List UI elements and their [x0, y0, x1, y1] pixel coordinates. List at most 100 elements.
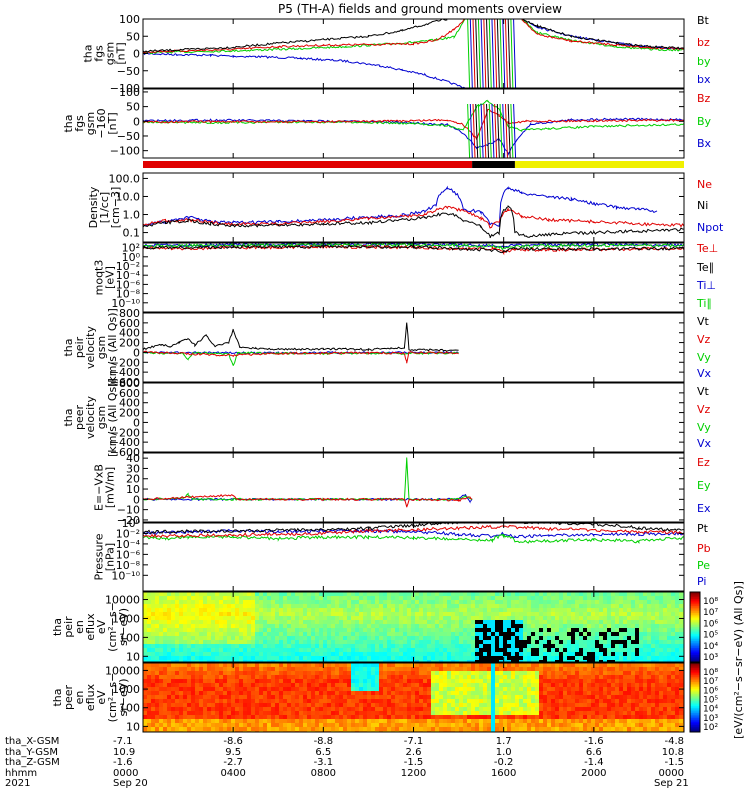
y-axis-label-line: [nPa] [104, 543, 117, 571]
y-axis-label-line: eV [95, 619, 108, 634]
colorbar-frame [689, 662, 701, 733]
colorbar-label: [eV/(cm²−s−sr−eV) (All Qs)] [732, 581, 745, 739]
legend-Te⊥: Te⊥ [696, 242, 718, 255]
series-Bt [521, 19, 684, 50]
burst-line [491, 103, 495, 158]
time-tick-z_gsm: -0.2 [494, 757, 514, 768]
y-axis-label-line: [km/s (All Qs)] [106, 378, 119, 457]
legend-Vt: Vt [697, 315, 710, 328]
colorbar-tick-label: 10⁷ [703, 677, 718, 687]
burst-line [480, 103, 484, 158]
burst-line [477, 19, 481, 88]
panel-frame [142, 452, 685, 523]
time-tick-hhmm: 0000 [113, 768, 138, 779]
colorbar-tick-label: 10⁴ [703, 642, 718, 652]
y-tick-label: 100 [119, 631, 140, 644]
y-tick-label: 600 [119, 387, 140, 400]
y-axis-label-line: tha [51, 688, 64, 706]
y-axis-label-line: [mV/m] [104, 467, 117, 508]
time-tick-x_gsm: -4.8 [664, 736, 684, 747]
y-tick-label: 0.1 [123, 227, 141, 240]
legend-Ey: Ey [697, 479, 711, 492]
y-axis-label-line: fgs [93, 45, 106, 62]
colorbar-tick-label: 10³ [703, 653, 718, 663]
colorbar-tick-label: 10³ [703, 714, 718, 724]
burst-line [472, 19, 476, 88]
legend-Vx: Vx [697, 437, 712, 450]
time-row-label: tha_X-GSM [5, 736, 59, 747]
y-tick-label: 0 [133, 416, 140, 429]
legend-Vt: Vt [697, 385, 710, 398]
panel-2-burst [467, 103, 517, 158]
series-Bt [143, 19, 448, 53]
legend-By: By [697, 115, 712, 128]
y-axis-label: Pressure[nPa] [93, 533, 117, 580]
legend-Vx: Vx [697, 367, 712, 380]
y-axis-label-line: [nT] [115, 42, 128, 64]
y-tick-label: −200 [110, 426, 140, 439]
y-tick-label: 10² [122, 242, 140, 255]
time-tick-date: Sep 20 [113, 778, 148, 789]
burst-line [491, 19, 495, 88]
colorbar-tick-label: 10² [703, 723, 718, 733]
burst-line [467, 19, 471, 88]
chart-title: P5 (TH-A) fields and ground moments over… [278, 2, 562, 16]
time-tick-z_gsm: -1.5 [404, 757, 424, 768]
y-tick-label: 800 [119, 377, 140, 390]
y-tick-label: 10000 [105, 664, 140, 677]
panel-frame [142, 312, 685, 383]
y-axis-label-line: en [73, 620, 86, 634]
time-tick-hhmm: 0800 [311, 768, 336, 779]
series-Pe [143, 533, 684, 544]
panel-frame [142, 382, 685, 453]
y-tick-label: 600 [119, 317, 140, 330]
time-tick-x_gsm: -8.6 [223, 736, 243, 747]
series-Npot [143, 185, 658, 227]
panel-1-series [143, 19, 684, 88]
time-tick-hhmm: 1200 [401, 768, 426, 779]
time-tick-z_gsm: -2.7 [223, 757, 243, 768]
series-Te∥ [143, 243, 684, 254]
legend-Bt: Bt [697, 14, 710, 27]
time-tick-x_gsm: -8.8 [314, 736, 334, 747]
y-tick-label: −400 [110, 366, 140, 379]
y-tick-label: 1000 [112, 612, 140, 625]
time-row-label: hhmm [5, 768, 37, 779]
y-axis-label: Density[1/cc][cm−3] [87, 186, 122, 228]
y-axis-label-line: velocity [84, 396, 97, 439]
series-Ey [143, 457, 473, 502]
time-tick-y_gsm: 10.9 [113, 747, 135, 758]
electron-spectrogram [143, 663, 684, 732]
legend-Ne: Ne [697, 178, 712, 191]
burst-line [510, 103, 514, 158]
y-axis-label-line: gsm [95, 406, 108, 429]
time-row-label: tha_Y-GSM [5, 747, 58, 758]
legend-Bx: Bx [697, 137, 712, 150]
panel-10: 10000100010010thapeerenefluxeV(cm²−s−sr−… [51, 662, 685, 733]
panel-frame [142, 18, 685, 89]
panel-1-burst [467, 19, 517, 88]
y-tick-label: 800 [119, 307, 140, 320]
y-tick-label: 0 [133, 346, 140, 359]
legend-Npot: Npot [697, 221, 724, 234]
y-tick-label: −600 [110, 446, 140, 459]
y-axis-label-line: sr−eV) [117, 608, 130, 646]
y-axis-label-line: eV [95, 690, 108, 705]
y-tick-label: 0 [133, 493, 140, 506]
legend-by: by [697, 55, 711, 68]
colorbar-tick-label: 10⁵ [703, 631, 718, 641]
y-tick-label: 50 [126, 30, 140, 43]
time-axis-labels: tha_X-GSMtha_Y-GSMtha_Z-GSMhhmm2021-7.11… [5, 736, 689, 789]
time-tick-y_gsm: 10.8 [662, 747, 684, 758]
colorbar-tick-label: 10⁵ [703, 696, 718, 706]
burst-line [496, 103, 500, 158]
colorbar-tick-label: 10⁶ [703, 619, 718, 629]
burst-line [502, 103, 506, 158]
y-axis-label-line: tha [62, 114, 75, 132]
panel-4: 10²10⁰10⁻²10⁻⁴10⁻⁶10⁻⁸10⁻¹⁰moqt3[eV]Te⊥T… [93, 242, 718, 313]
